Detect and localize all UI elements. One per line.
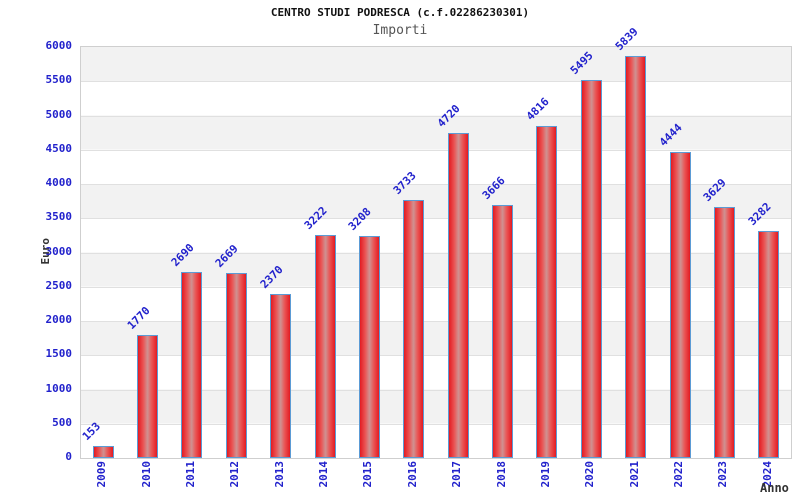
y-tick-label: 6000 <box>45 39 73 52</box>
bar-value-label: 5495 <box>568 49 597 77</box>
bar-2015 <box>358 236 380 458</box>
bar-2014 <box>314 235 336 458</box>
gridline <box>81 389 791 391</box>
x-tick-label-2017: 2017 <box>450 461 464 488</box>
bar-2009 <box>92 446 114 458</box>
y-tick-label: 4000 <box>45 176 73 189</box>
bar-2018 <box>492 205 514 458</box>
y-tick-label: 1500 <box>45 347 73 361</box>
y-tick-label: 2000 <box>45 313 73 326</box>
x-tick-label-2011: 2011 <box>183 461 197 488</box>
bar-2020 <box>580 80 602 458</box>
bar-value-label: 3666 <box>479 174 508 202</box>
y-tick-label: 3500 <box>45 210 73 224</box>
x-tick-label-2018: 2018 <box>494 461 508 488</box>
bar-2010 <box>137 335 159 458</box>
gridline <box>81 81 791 83</box>
bar-2019 <box>536 126 558 458</box>
x-tick-label-2015: 2015 <box>361 461 375 488</box>
bar-2012 <box>225 273 247 458</box>
bar-2022 <box>669 152 691 458</box>
bar-2013 <box>270 294 292 458</box>
chart-title: CENTRO STUDI PODRESCA (c.f.02286230301) <box>270 6 530 19</box>
x-tick-label-2021: 2021 <box>627 461 641 488</box>
gridline <box>81 115 791 117</box>
y-tick-label: 5000 <box>45 107 73 121</box>
bar-value-label: 3629 <box>701 176 730 204</box>
x-tick-label-2013: 2013 <box>272 461 286 488</box>
x-axis-ticks: 2009 2010 2011 2012 2013 2014 2015 2016 2017 2018… <box>80 461 790 500</box>
x-tick-label-2016: 2016 <box>405 461 419 488</box>
plot-area: 153 1770 2690 2669 2370 3222 3208 3733 4720 3666 4… <box>80 25 792 459</box>
bar-2021 <box>625 56 647 458</box>
x-tick-label-2012: 2012 <box>228 461 242 488</box>
bar-value-label: 4444 <box>656 121 685 149</box>
y-tick-label: 4500 <box>45 141 73 155</box>
gridline <box>81 286 791 288</box>
gridline <box>81 252 791 254</box>
bar-2016 <box>403 200 425 458</box>
bar-2011 <box>181 272 203 458</box>
gridline <box>81 184 791 185</box>
bar-value-label: 4816 <box>523 95 552 123</box>
x-tick-label-2023: 2023 <box>716 461 730 488</box>
x-tick-label-2014: 2014 <box>317 461 331 488</box>
bar-value-label: 1770 <box>124 304 153 332</box>
x-tick-label-2022: 2022 <box>672 461 686 488</box>
y-tick-label: 1000 <box>45 381 73 395</box>
x-tick-label-2009: 2009 <box>95 461 109 488</box>
y-tick-label: 5500 <box>45 73 73 87</box>
bar-2023 <box>713 207 735 458</box>
x-axis-title: Anno <box>760 481 789 495</box>
gridline <box>81 321 791 322</box>
y-tick-label: 500 <box>52 415 72 429</box>
x-tick-label-2010: 2010 <box>139 461 153 488</box>
bar-value-label: 2690 <box>168 241 197 269</box>
y-tick-label: 2500 <box>45 278 73 292</box>
bar-value-label: 2669 <box>213 242 242 270</box>
x-tick-label-2019: 2019 <box>538 461 552 488</box>
y-tick-label: 0 <box>65 450 72 463</box>
gridline <box>81 423 791 425</box>
bar-value-label: 3282 <box>745 200 774 228</box>
y-tick-label: 3000 <box>45 244 73 258</box>
gridline <box>81 355 791 357</box>
chart-subtitle: Importi <box>372 23 428 38</box>
x-tick-label-2020: 2020 <box>583 461 597 488</box>
gridline <box>81 218 791 220</box>
bar-2024 <box>758 231 780 458</box>
gridline <box>81 149 791 151</box>
bar-value-label: 3208 <box>346 205 375 233</box>
bar-2017 <box>447 133 469 458</box>
